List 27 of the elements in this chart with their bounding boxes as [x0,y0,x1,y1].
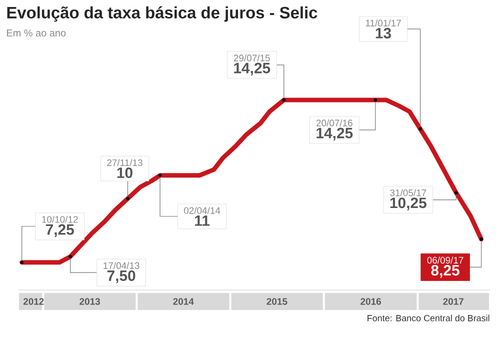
data-label: 13 [376,28,392,38]
annotation: 27/11/13 [107,159,142,166]
data-label: 14,25 [316,128,353,141]
annotation: 10/10/12 [42,216,78,223]
chart-title: Evolução da taxa básica de juros - Selic [7,6,318,22]
data-label: 10,25 [390,198,426,210]
data-label: 14,25 [234,62,270,76]
data-label: 7,25 [46,224,74,237]
x-tick-label: 2017 [443,298,464,305]
data-label: 11 [195,216,210,226]
annotation: 29/07/15 [234,54,270,62]
annotation: 17/04/13 [104,262,140,269]
annotation: 20/07/16 [316,119,352,126]
x-tick-label: 2016 [360,298,381,305]
source-note: Fonte: Banco Central do Brasil [368,314,490,322]
annotation: 11/01/17 [366,19,401,26]
data-label: 10 [117,167,132,178]
annotation: 06/09/17 [427,256,464,264]
annotation: 02/04/14 [184,206,220,214]
x-tick-label: 2013 [80,298,100,305]
x-tick-label: 2015 [266,298,288,305]
data-label: 8,25 [431,264,460,278]
x-tick-label: 2012 [23,298,44,305]
annotation: 31/05/17 [390,189,426,196]
chart-subtitle: Em % ao ano [7,29,66,36]
x-tick-label: 2014 [173,298,194,305]
data-label: 7,50 [107,270,136,284]
